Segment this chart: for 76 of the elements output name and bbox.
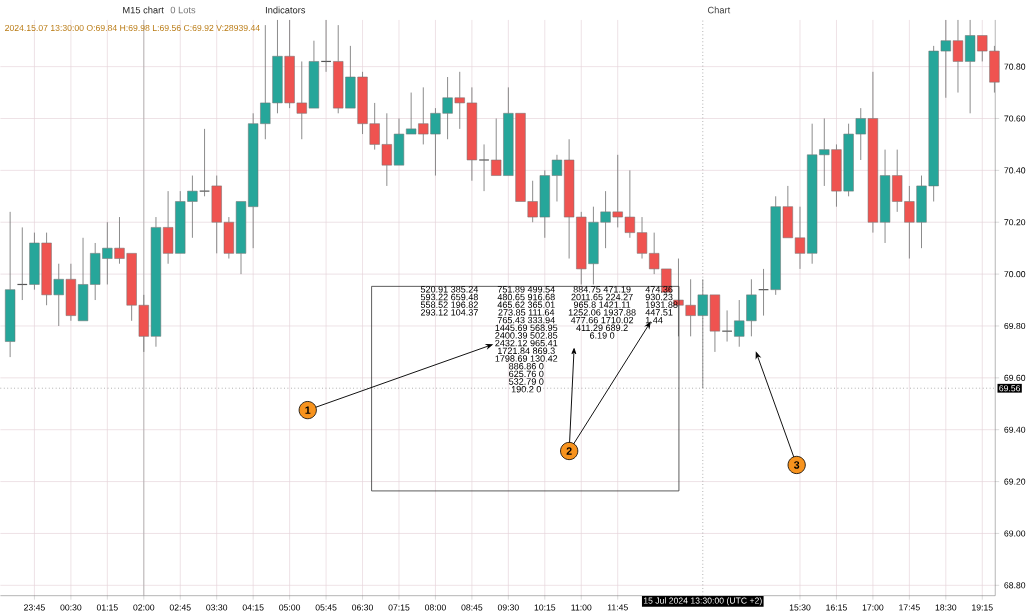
annotation: 190.2 0 [511,386,541,393]
annotation: 558.52 196.82 [420,301,478,308]
annotation: 886.86 0 [509,363,544,370]
annotation: 477.66 1710.02 [570,316,634,324]
x-tick-label: 05:45 [315,604,337,611]
text: Chart [707,6,731,14]
annotation: 411.29 689.2 [576,324,628,331]
x-tick-label: 03:30 [206,604,228,611]
candlestick [478,144,490,192]
y-tick-label: 70.40 [1004,167,1026,174]
text: M15 chart [123,6,164,14]
annotation: 965.8 1421.11 [573,301,631,308]
annotation: 930.23 [645,293,673,301]
annotation: 480.65 916.68 [497,293,555,301]
annotation: 2432.12 965.41 [495,339,558,347]
y-tick-label: 68.80 [1004,582,1026,589]
x-tick-label: 08:45 [461,604,483,611]
annotation: 6.19 0 [589,332,615,339]
candlestick [5,211,16,358]
y-tick-label: 69.00 [1004,530,1026,537]
x-tick-label: 18:30 [935,604,957,611]
candlestick [199,128,211,197]
annotation: 884.75 471.19 [573,286,631,293]
x-tick-label: 11:00 [571,604,592,611]
x-tick-label: 17:00 [862,604,884,611]
text: Indicators [265,6,306,14]
annotation: 2400.39 502.85 [495,332,558,339]
x-tick-label: 02:45 [169,604,191,611]
annotation: 2011.65 224.27 [571,293,633,301]
annotation: 1931.88 [645,301,678,308]
x-tick-label: 11:45 [607,604,628,611]
x-tick-label: 16:15 [826,604,847,611]
x-tick-label: 01:15 [96,604,118,611]
y-tick-label: 70.00 [1004,271,1026,278]
annotation: 765.43 333.94 [497,316,555,324]
annotation: 1 [305,406,311,414]
annotation: 447.51 [645,309,673,316]
x-tick-label: 02:00 [133,604,155,611]
y-tick-label: 69.80 [1004,322,1026,330]
annotation: 593.22 659.48 [420,293,478,301]
annotation: 273.85 111.64 [498,309,555,316]
annotation: 1.44 [645,317,663,324]
chart-subtitle: 2024.15.07 13:30:00 O:69.84 H:69.98 L:69.56 C:69.92 V:28939.44 [5,24,260,32]
y-tick-label: 69.20 [1004,478,1026,485]
x-tick-label: 23:45 [24,604,45,611]
annotation: 520.91 385.24 [420,286,479,293]
annotation: 532.79 0 [509,378,544,385]
x-tick-label: 19:15 [972,604,993,611]
annotation: 3 [793,461,800,469]
text: 0 Lots [170,6,196,14]
annotation: 1445.69 568.95 [495,324,558,331]
annotation: 751.89 499.54 [497,286,555,293]
annotation: 1252.06 1937.88 [568,309,636,316]
x-tick-label: 06:30 [352,604,374,611]
annotation: 293.12 104.37 [420,309,478,316]
x-tick-label: 07:15 [388,604,410,611]
x-tick-label: 15:30 [789,604,811,611]
y-tick-label: 69.60 [1004,374,1026,381]
annotation: 2 [566,447,572,455]
y-tick-label: 70.20 [1004,219,1026,226]
x-tick-label: 04:15 [242,604,264,611]
ref-line-label: 15 Jul 2024 13:30:00 (UTC +2) [643,597,762,606]
y-tick-label: 69.40 [1004,426,1026,433]
x-tick-label: 17:45 [899,604,920,611]
x-tick-label: 00:30 [60,604,82,611]
x-tick-label: 10:15 [534,604,556,611]
x-tick-label: 08:00 [424,604,446,611]
ref-line-label: 69.56 [999,385,1021,392]
annotation: 1721.84 869.3 [498,347,555,355]
annotation: 1798.69 130.42 [495,355,558,362]
y-tick-label: 70.80 [1004,63,1026,70]
y-tick-label: 70.60 [1004,115,1026,122]
annotation: 625.76 0 [509,370,544,378]
x-tick-label: 09:30 [497,604,519,611]
x-tick-label: 05:00 [279,604,301,611]
annotation: 465.62 365.01 [497,301,555,308]
